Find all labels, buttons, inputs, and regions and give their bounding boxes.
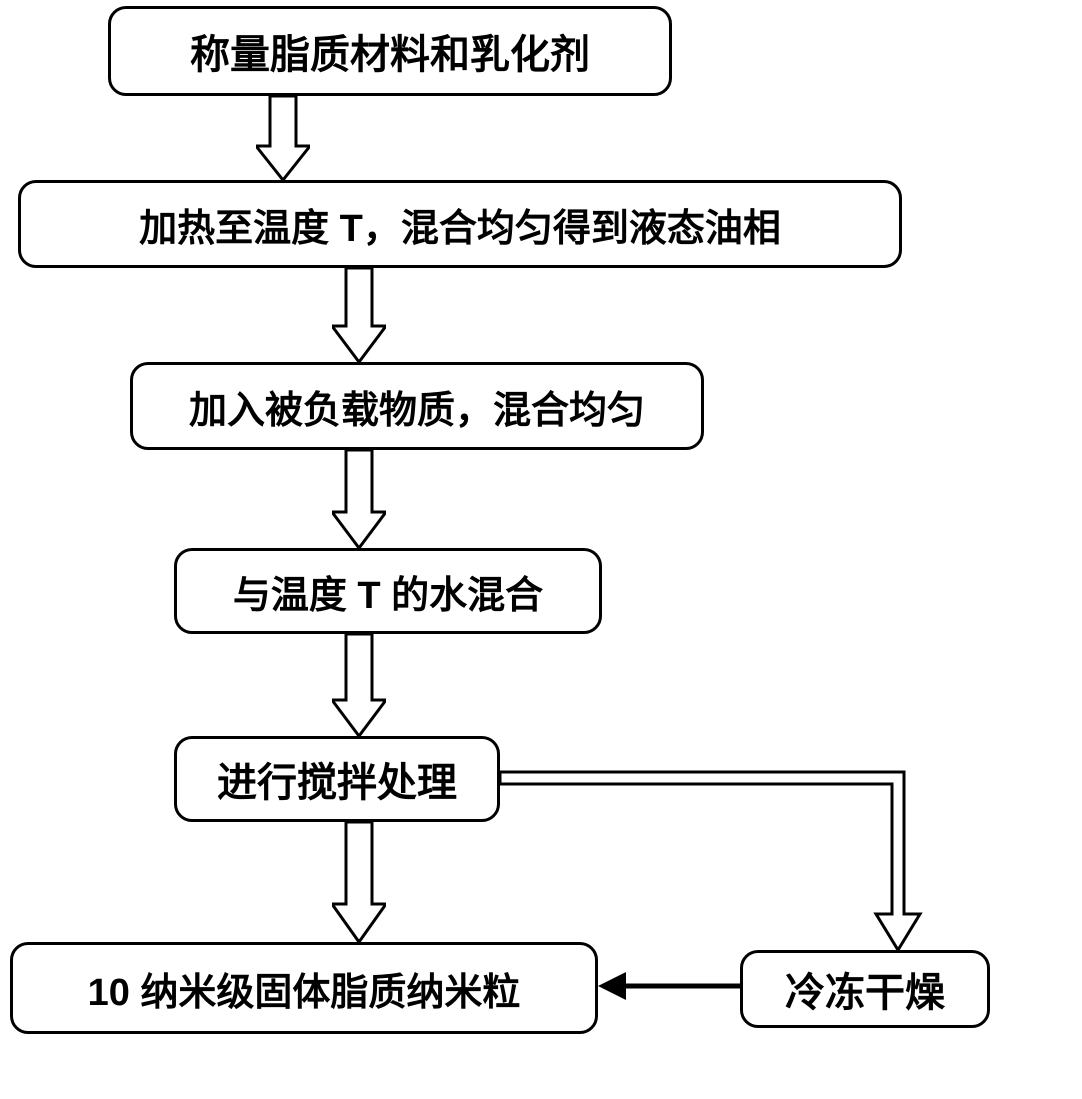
node-mix-water: 与温度 T 的水混合 <box>174 548 602 634</box>
node-label: 加热至温度 T，混合均匀得到液态油相 <box>139 197 781 252</box>
node-result-nanoparticle: 10 纳米级固体脂质纳米粒 <box>10 942 598 1034</box>
arrow-left-icon <box>598 966 740 1006</box>
arrow-elbow-right-down-icon <box>500 770 940 950</box>
node-add-load: 加入被负载物质，混合均匀 <box>130 362 704 450</box>
arrow-down-icon <box>256 96 310 180</box>
node-label: 与温度 T 的水混合 <box>233 564 543 619</box>
node-weigh-materials: 称量脂质材料和乳化剂 <box>108 6 672 96</box>
node-heat-mix: 加热至温度 T，混合均匀得到液态油相 <box>18 180 902 268</box>
node-label: 进行搅拌处理 <box>217 750 457 808</box>
node-freeze-dry: 冷冻干燥 <box>740 950 990 1028</box>
node-label: 10 纳米级固体脂质纳米粒 <box>88 961 521 1016</box>
node-label: 加入被负载物质，混合均匀 <box>189 379 645 434</box>
arrow-down-icon <box>332 822 386 942</box>
arrow-down-icon <box>332 268 386 362</box>
arrow-down-icon <box>332 450 386 548</box>
node-stir: 进行搅拌处理 <box>174 736 500 822</box>
arrow-down-icon <box>332 634 386 736</box>
node-label: 冷冻干燥 <box>785 960 945 1018</box>
node-label: 称量脂质材料和乳化剂 <box>190 22 590 80</box>
